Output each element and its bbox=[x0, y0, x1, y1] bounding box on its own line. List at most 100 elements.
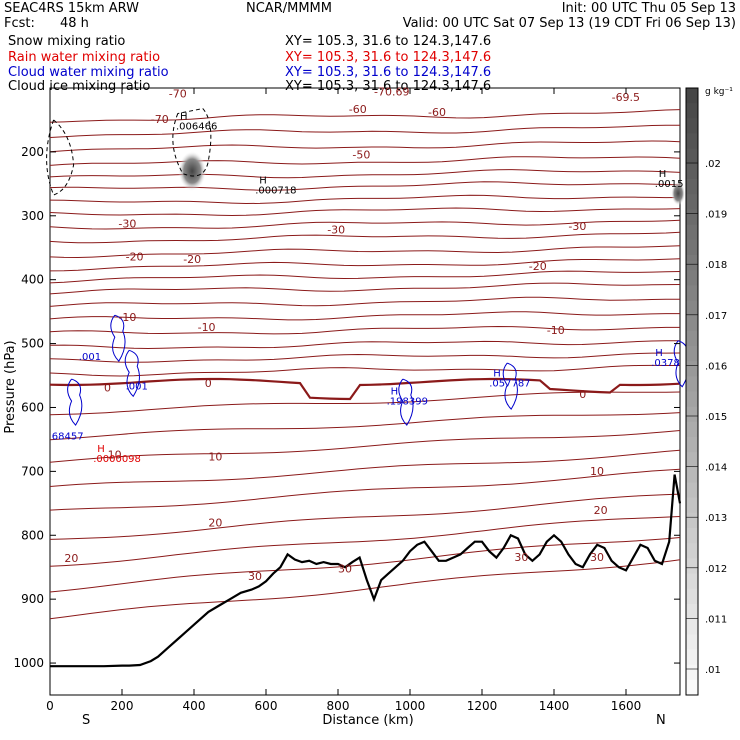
temperature-contour-line bbox=[49, 156, 681, 166]
cloud-water-contour bbox=[110, 314, 126, 362]
y-tick-label: 500 bbox=[21, 337, 44, 351]
temperature-contour-line bbox=[49, 430, 681, 463]
snow-contour bbox=[46, 119, 75, 196]
temperature-contour-line bbox=[49, 258, 681, 272]
maximum-marker: H bbox=[659, 169, 667, 180]
contour-label: 0 bbox=[104, 382, 111, 395]
field-xy-cloud-ice: XY= 105.3, 31.6 to 124.3,147.6 bbox=[285, 79, 492, 94]
field-xy-rain: XY= 105.3, 31.6 to 124.3,147.6 bbox=[285, 50, 492, 65]
temperature-contour-line bbox=[49, 364, 680, 377]
colorbar-segment bbox=[686, 133, 698, 150]
colorbar-segment bbox=[686, 619, 698, 635]
colorbar-segment bbox=[686, 467, 698, 484]
maximum-marker: H bbox=[493, 368, 501, 379]
contour-label: -30 bbox=[327, 224, 345, 237]
colorbar-segment bbox=[686, 543, 698, 559]
field-xy-cloud-water: XY= 105.3, 31.6 to 124.3,147.6 bbox=[285, 65, 492, 80]
temperature-contour-line bbox=[49, 169, 681, 179]
colorbar-segment bbox=[686, 452, 698, 468]
temperature-contour-line bbox=[49, 449, 681, 487]
contour-label: -10 bbox=[547, 324, 565, 337]
y-tick-label: 1000 bbox=[13, 656, 44, 670]
colorbar-segment bbox=[686, 270, 698, 286]
temperature-contour-line bbox=[49, 537, 681, 593]
colorbar-segment bbox=[686, 285, 698, 301]
colorbar-segment bbox=[686, 437, 698, 453]
temperature-contour-line bbox=[49, 140, 681, 153]
colorbar-segment bbox=[686, 361, 698, 377]
cloud-ice-maximum bbox=[671, 181, 686, 206]
x-tick-label: 200 bbox=[111, 699, 134, 713]
colorbar-segment bbox=[686, 421, 698, 438]
colorbar-tick-label: .02 bbox=[705, 159, 721, 170]
temperature-contour-line bbox=[49, 181, 681, 191]
contour-label: -20 bbox=[529, 260, 547, 273]
colorbar-segment bbox=[686, 588, 698, 605]
y-axis-label: Pressure (hPa) bbox=[3, 340, 18, 433]
north-end-label: N bbox=[656, 713, 666, 728]
contour-label: -60 bbox=[428, 106, 446, 119]
maximum-marker: H bbox=[391, 386, 399, 397]
colorbar-segment bbox=[686, 224, 698, 241]
y-tick-label: 700 bbox=[21, 464, 44, 478]
maximum-value-label: .0000098 bbox=[93, 454, 141, 465]
contour-label: -10 bbox=[118, 311, 136, 324]
x-tick-label: 1000 bbox=[395, 699, 426, 713]
plot-area: -70 -70.69 -69.5 -70 -60 -60 -50 -30 -30 -30 -20 -2… bbox=[13, 86, 689, 713]
x-tick-label: 1200 bbox=[467, 699, 498, 713]
x-tick-label: 600 bbox=[255, 699, 278, 713]
y-tick-label: 400 bbox=[21, 273, 44, 287]
contour-label: 10 bbox=[590, 465, 604, 478]
colorbar-segment bbox=[686, 391, 698, 408]
contour-label: -30 bbox=[568, 220, 586, 233]
x-tick-label: 1400 bbox=[539, 699, 570, 713]
colorbar-segment bbox=[686, 179, 698, 195]
source-label: NCAR/MMMM bbox=[246, 1, 332, 16]
temperature-contour-line bbox=[49, 231, 681, 244]
temperature-contour-line bbox=[49, 124, 681, 138]
colorbar-segment bbox=[686, 528, 698, 544]
temperature-contour-line bbox=[49, 412, 681, 441]
colorbar-tick-label: .015 bbox=[705, 412, 727, 423]
cloud-water-contour bbox=[67, 378, 83, 426]
contour-label: 30 bbox=[514, 551, 528, 564]
colorbar-segment bbox=[686, 345, 698, 362]
temperature-contour-line bbox=[49, 468, 681, 511]
temperature-contour-line bbox=[49, 352, 681, 363]
maximum-value-label: .000718 bbox=[255, 185, 296, 196]
colorbar-segment bbox=[686, 103, 698, 119]
colorbar-tick-label: .018 bbox=[705, 260, 727, 271]
colorbar-segment bbox=[686, 603, 698, 620]
field-xy-snow: XY= 105.3, 31.6 to 124.3,147.6 bbox=[285, 34, 492, 49]
colorbar-segment bbox=[686, 558, 698, 575]
maximum-value-label: .198399 bbox=[387, 396, 428, 407]
temperature-contour-line bbox=[49, 493, 681, 540]
temperature-contour-line bbox=[49, 245, 681, 259]
temperature-contour-line bbox=[49, 296, 681, 307]
colorbar-segment bbox=[686, 209, 698, 226]
plot-frame bbox=[49, 87, 681, 696]
x-tick-label: 400 bbox=[183, 699, 206, 713]
colorbar-segment bbox=[686, 649, 698, 666]
contour-label: 30 bbox=[248, 570, 262, 583]
contour-label: -50 bbox=[352, 148, 370, 161]
colorbar-tick-label: .019 bbox=[705, 210, 727, 221]
colorbar-segment bbox=[686, 664, 698, 681]
field-name-rain: Rain water mixing ratio bbox=[8, 50, 161, 65]
colorbar-segment bbox=[686, 330, 698, 347]
valid-time: Valid: 00 UTC Sat 07 Sep 13 (19 CDT Fri … bbox=[402, 16, 736, 31]
colorbar-segment bbox=[686, 148, 698, 165]
maximum-marker: H bbox=[180, 112, 188, 123]
temperature-contour-line bbox=[49, 340, 680, 350]
x-tick-label: 0 bbox=[46, 699, 54, 713]
y-tick-label: 300 bbox=[21, 209, 44, 223]
maximum-value-label: 68457 bbox=[52, 431, 84, 442]
colorbar-segment bbox=[686, 88, 698, 104]
y-tick-label: 200 bbox=[21, 145, 44, 159]
freezing-level-line bbox=[49, 377, 681, 401]
contour-label: 20 bbox=[208, 516, 222, 529]
contour-label: 0 bbox=[579, 388, 586, 401]
contour-label: -30 bbox=[118, 217, 136, 230]
colorbar-segment bbox=[686, 118, 698, 135]
colorbar-segment bbox=[686, 679, 698, 696]
